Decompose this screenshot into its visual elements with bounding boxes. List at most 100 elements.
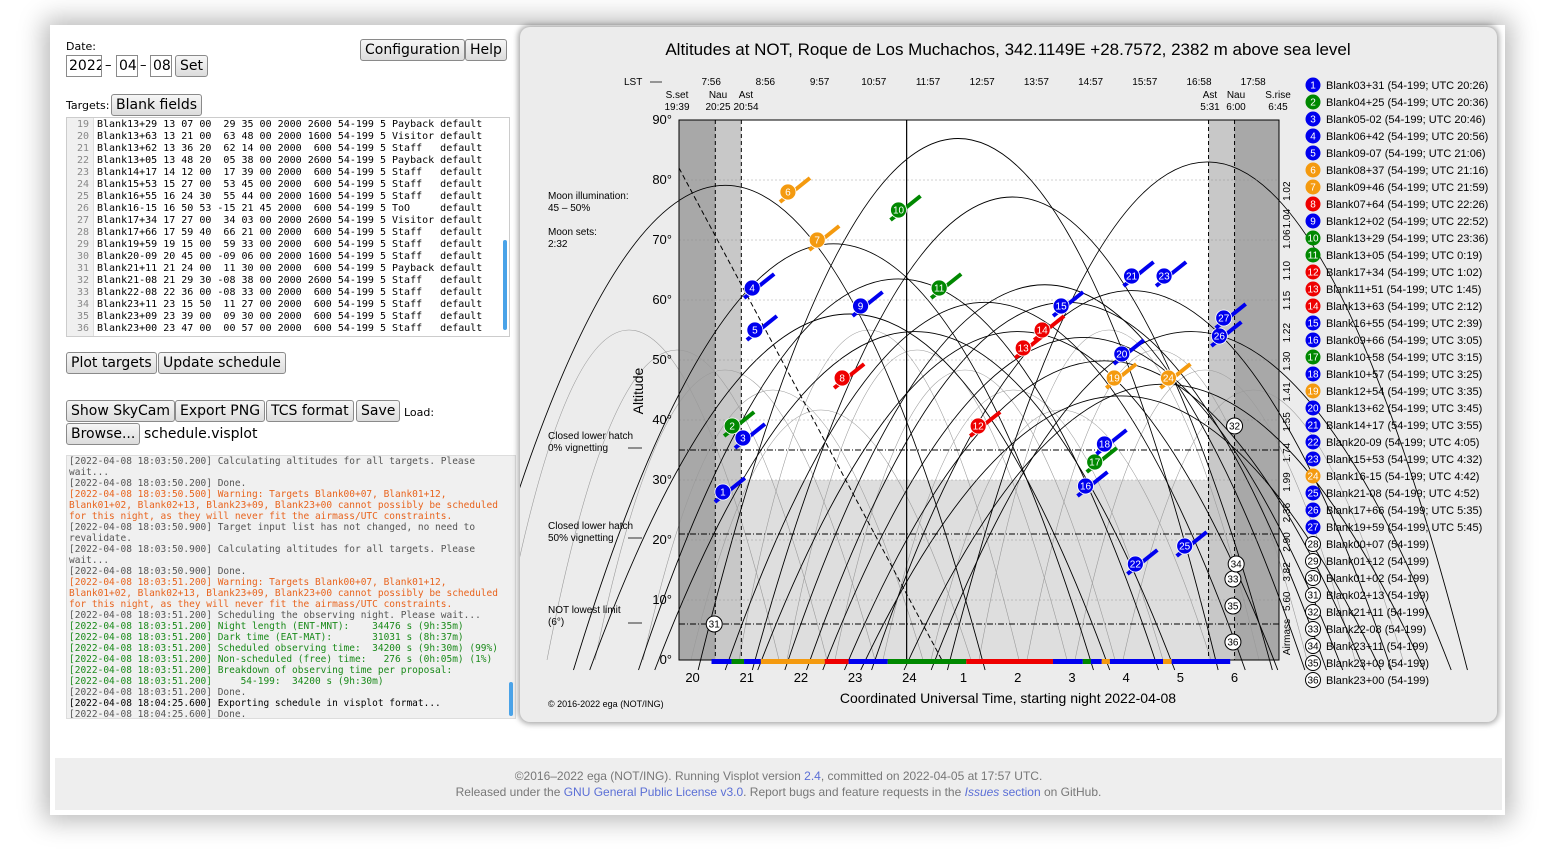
browse-button[interactable]: Browse... <box>66 423 141 445</box>
save-button[interactable]: Save <box>356 400 401 422</box>
target-marker <box>1215 309 1233 327</box>
y-tick: 90° <box>652 112 672 127</box>
target-line[interactable]: 34 Blank23+11 23 15 50 11 27 00 2000 600 … <box>67 299 482 311</box>
target-line[interactable]: 20 Blank13+63 13 21 00 63 48 00 2000 1600… <box>67 131 482 143</box>
month-input[interactable]: 04 <box>116 55 138 77</box>
lst-tick: 14:57 <box>1078 77 1103 88</box>
targets-scrollbar[interactable] <box>503 240 507 330</box>
target-line[interactable]: 21 Blank13+62 13 36 20 62 14 00 2000 600 … <box>67 143 482 155</box>
target-marker-label: 22 <box>1130 560 1142 571</box>
hatch-0-label: Closed lower hatch <box>548 431 633 442</box>
target-line[interactable]: 35 Blank23+09 23 39 00 09 30 00 2000 600 … <box>67 311 482 323</box>
twilight-time: 19:39 <box>664 102 689 113</box>
target-line[interactable]: 31 Blank21+11 21 24 00 11 30 00 2000 600 … <box>67 263 482 275</box>
twilight-time: 20:54 <box>733 102 758 113</box>
twilight-name: Ast <box>739 90 754 101</box>
y-tick: 20° <box>652 532 672 547</box>
issues-section-link[interactable]: section <box>999 785 1041 799</box>
target-marker-label: 13 <box>1018 344 1030 355</box>
y-tick: 50° <box>652 352 672 367</box>
line-number: 32 <box>76 275 89 286</box>
legend-entry: Blank09+66 (54-199; UTC 3:05) <box>1326 335 1482 347</box>
target-marker <box>1086 453 1104 471</box>
target-line-text: Blank21-08 21 29 30 -08 38 00 2000 2600 … <box>97 275 483 286</box>
line-number: 28 <box>76 227 89 238</box>
legend-marker <box>1305 434 1321 450</box>
target-marker <box>1096 435 1113 453</box>
plot-targets-button[interactable]: Plot targets <box>66 352 157 374</box>
legend-marker <box>1305 94 1321 110</box>
legend-entry: Blank13+62 (54-199; UTC 3:45) <box>1326 403 1482 415</box>
target-line[interactable]: 29 Blank19+59 19 15 00 59 33 00 2000 600 … <box>67 239 482 251</box>
target-marker <box>930 279 948 297</box>
y-tick: 10° <box>652 592 672 607</box>
altitude-curve <box>784 284 1306 671</box>
target-line[interactable]: 28 Blank17+66 17 59 40 66 21 00 2000 600 … <box>67 227 482 239</box>
legend-marker <box>1305 536 1321 552</box>
target-line[interactable]: 27 Blank17+34 17 27 00 34 03 00 2000 2600… <box>67 215 482 227</box>
legend-marker <box>1305 604 1321 620</box>
lst-tick: 10:57 <box>861 77 886 88</box>
target-marker-label: 25 <box>1179 542 1191 553</box>
show-skycam-button[interactable]: Show SkyCam <box>66 400 175 422</box>
target-line[interactable]: 22 Blank13+05 13 48 20 05 38 00 2000 2600… <box>67 155 482 167</box>
target-line[interactable]: 26 Blank16-15 16 50 53 -15 21 45 2000 600… <box>67 203 482 215</box>
schedule-segment <box>1171 659 1231 664</box>
target-line-text: Blank17+34 17 27 00 34 03 00 2000 2600 5… <box>97 215 483 226</box>
y-tick: 0° <box>660 652 672 667</box>
target-marker-label: 4 <box>749 284 755 295</box>
target-line-text: Blank17+66 17 59 40 66 21 00 2000 600 54… <box>97 227 483 238</box>
export-png-button[interactable]: Export PNG <box>175 400 266 422</box>
legend-entry: Blank09+46 (54-199; UTC 21:59) <box>1326 182 1488 194</box>
hatch-50-label: 50% vignetting <box>548 533 614 544</box>
target-marker <box>1224 597 1242 615</box>
day-input[interactable]: 08 <box>150 55 172 77</box>
legend-marker-label: 34 <box>1307 642 1319 653</box>
help-button[interactable]: Help <box>465 39 507 61</box>
legend-entry: Blank04+25 (54-199; UTC 20:36) <box>1326 97 1488 109</box>
legend-marker <box>1305 349 1321 365</box>
version-link[interactable]: 2.4 <box>804 769 821 783</box>
set-date-button[interactable]: Set <box>175 55 208 77</box>
target-line-text: Blank13+05 13 48 20 05 38 00 2000 2600 5… <box>97 155 483 166</box>
configuration-button[interactable]: Configuration <box>360 39 465 61</box>
target-line[interactable]: 25 Blank16+55 16 24 30 55 44 00 2000 1600… <box>67 191 482 203</box>
target-line-text: Blank19+59 19 15 00 59 33 00 2000 600 54… <box>97 239 483 250</box>
update-schedule-button[interactable]: Update schedule <box>158 352 286 374</box>
legend-entry: Blank02+13 (54-199) <box>1326 590 1429 602</box>
target-line-text: Blank13+63 13 21 00 63 48 00 2000 1600 5… <box>97 131 483 142</box>
legend-entry: Blank22-08 (54-199) <box>1326 624 1426 636</box>
target-marker-label: 31 <box>709 620 721 631</box>
log-scrollbar[interactable] <box>509 682 513 716</box>
sky-track <box>1074 369 1356 661</box>
target-line-text: Blank14+17 14 12 00 17 39 00 2000 600 54… <box>97 167 483 178</box>
legend-marker-label: 9 <box>1310 217 1316 228</box>
target-line[interactable]: 24 Blank15+53 15 27 00 53 45 00 2000 600 … <box>67 179 482 191</box>
target-marker-label: 33 <box>1227 575 1239 586</box>
log-line: Blank01+02, Blank02+13, Blank23+09, Blan… <box>69 500 498 511</box>
target-line[interactable]: 36 Blank23+00 23 47 00 00 57 00 2000 600 … <box>67 323 482 335</box>
targets-editor[interactable]: 19 Blank13+29 13 07 00 29 35 00 2000 2600… <box>66 117 510 337</box>
altitude-curve <box>573 243 1094 671</box>
legend-marker <box>1305 468 1321 484</box>
legend-marker-label: 24 <box>1307 472 1319 483</box>
blank-fields-button[interactable]: Blank fields <box>111 94 203 116</box>
legend-marker <box>1305 230 1321 246</box>
target-marker-label: 23 <box>1159 272 1171 283</box>
target-line[interactable]: 23 Blank14+17 14 12 00 17 39 00 2000 600 … <box>67 167 482 179</box>
control-panel: Date: 2022 – 04 – 08 Set Configuration H… <box>50 25 516 755</box>
license-link[interactable]: GNU General Public License v3.0 <box>563 785 744 799</box>
legend-marker <box>1305 298 1321 314</box>
hatch-0-label: 0% vignetting <box>548 443 608 454</box>
issues-link[interactable]: Issues <box>964 785 1000 799</box>
line-number: 31 <box>76 263 89 274</box>
tcs-format-button[interactable]: TCS format <box>266 400 354 422</box>
year-input[interactable]: 2022 <box>66 55 102 77</box>
target-marker <box>1052 297 1070 315</box>
legend-entry: Blank21+11 (54-199) <box>1326 607 1428 619</box>
sky-track <box>834 369 1116 661</box>
target-line[interactable]: 30 Blank20-09 20 45 00 -09 06 00 2000 160… <box>67 251 482 263</box>
target-line[interactable]: 32 Blank21-08 21 29 30 -08 38 00 2000 260… <box>67 275 482 287</box>
target-line[interactable]: 19 Blank13+29 13 07 00 29 35 00 2000 2600… <box>67 119 482 131</box>
target-line[interactable]: 33 Blank22-08 22 36 00 -08 33 00 2000 600… <box>67 287 482 299</box>
